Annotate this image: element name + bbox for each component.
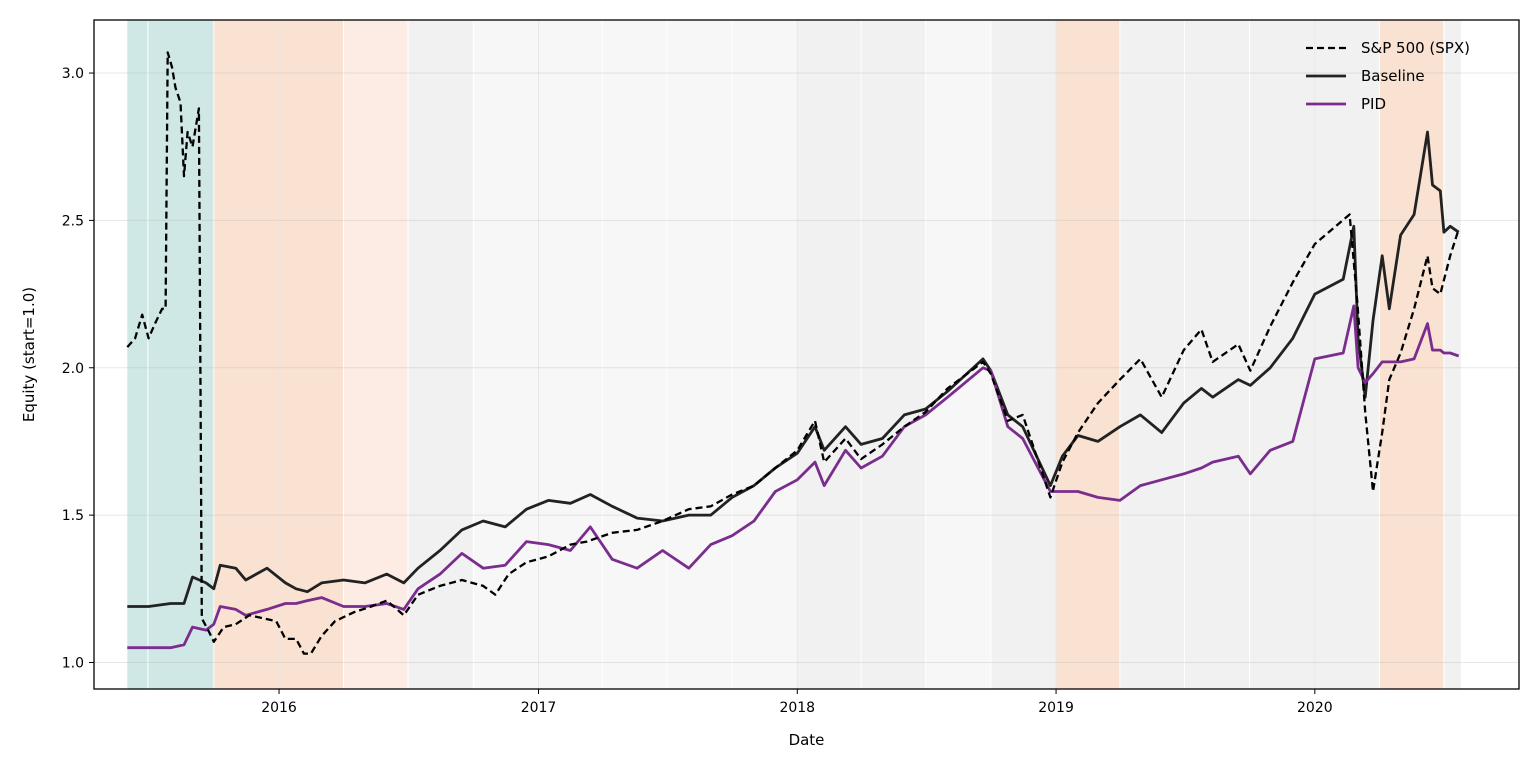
x-tick-label: 2019 xyxy=(1038,700,1074,716)
regime-bands xyxy=(127,20,1461,689)
x-axis-ticks: 2016 2017 2018 2019 2020 xyxy=(261,689,1333,716)
regime-band-6 xyxy=(408,20,474,689)
x-axis-label: Date xyxy=(789,731,825,749)
legend: S&P 500 (SPX) Baseline PID xyxy=(1306,39,1470,113)
y-tick-label: 2.0 xyxy=(62,361,84,377)
regime-band-13 xyxy=(861,20,926,689)
y-tick-label: 1.0 xyxy=(62,655,84,671)
x-tick-label: 2018 xyxy=(779,700,815,716)
grid-lines xyxy=(94,20,1519,689)
regime-band-12 xyxy=(797,20,862,689)
series-lines xyxy=(126,51,1460,655)
regime-band-7 xyxy=(473,20,539,689)
legend-label: S&P 500 (SPX) xyxy=(1361,39,1470,57)
legend-label: PID xyxy=(1361,95,1386,113)
y-tick-label: 1.5 xyxy=(62,508,84,524)
regime-band-19 xyxy=(1249,20,1315,689)
regime-band-8 xyxy=(538,20,603,689)
series-line-s-p-500-spx xyxy=(126,51,1460,655)
series-line-baseline xyxy=(127,130,1460,608)
regime-band-16 xyxy=(1056,20,1120,689)
regime-band-18 xyxy=(1184,20,1250,689)
regime-band-4 xyxy=(279,20,344,689)
regime-band-17 xyxy=(1119,20,1185,689)
regime-band-3 xyxy=(213,20,280,689)
plot-frame xyxy=(93,19,1520,690)
series-line-pid xyxy=(127,304,1460,650)
y-axis-ticks: 1.0 1.5 2.0 2.5 3.0 xyxy=(62,66,94,671)
regime-band-5 xyxy=(343,20,409,689)
x-tick-label: 2020 xyxy=(1297,700,1333,716)
x-tick-label: 2017 xyxy=(521,700,557,716)
legend-label: Baseline xyxy=(1361,67,1425,85)
y-tick-label: 3.0 xyxy=(62,66,84,82)
regime-band-21 xyxy=(1379,20,1444,689)
y-tick-label: 2.5 xyxy=(62,213,84,229)
regime-band-10 xyxy=(666,20,733,689)
regime-band-14 xyxy=(925,20,991,689)
regime-band-15 xyxy=(990,20,1057,689)
y-axis-label: Equity (start=1.0) xyxy=(20,287,38,422)
regime-band-9 xyxy=(602,20,667,689)
x-tick-label: 2016 xyxy=(261,700,297,716)
regime-band-1 xyxy=(127,20,148,689)
regime-band-11 xyxy=(732,20,798,689)
